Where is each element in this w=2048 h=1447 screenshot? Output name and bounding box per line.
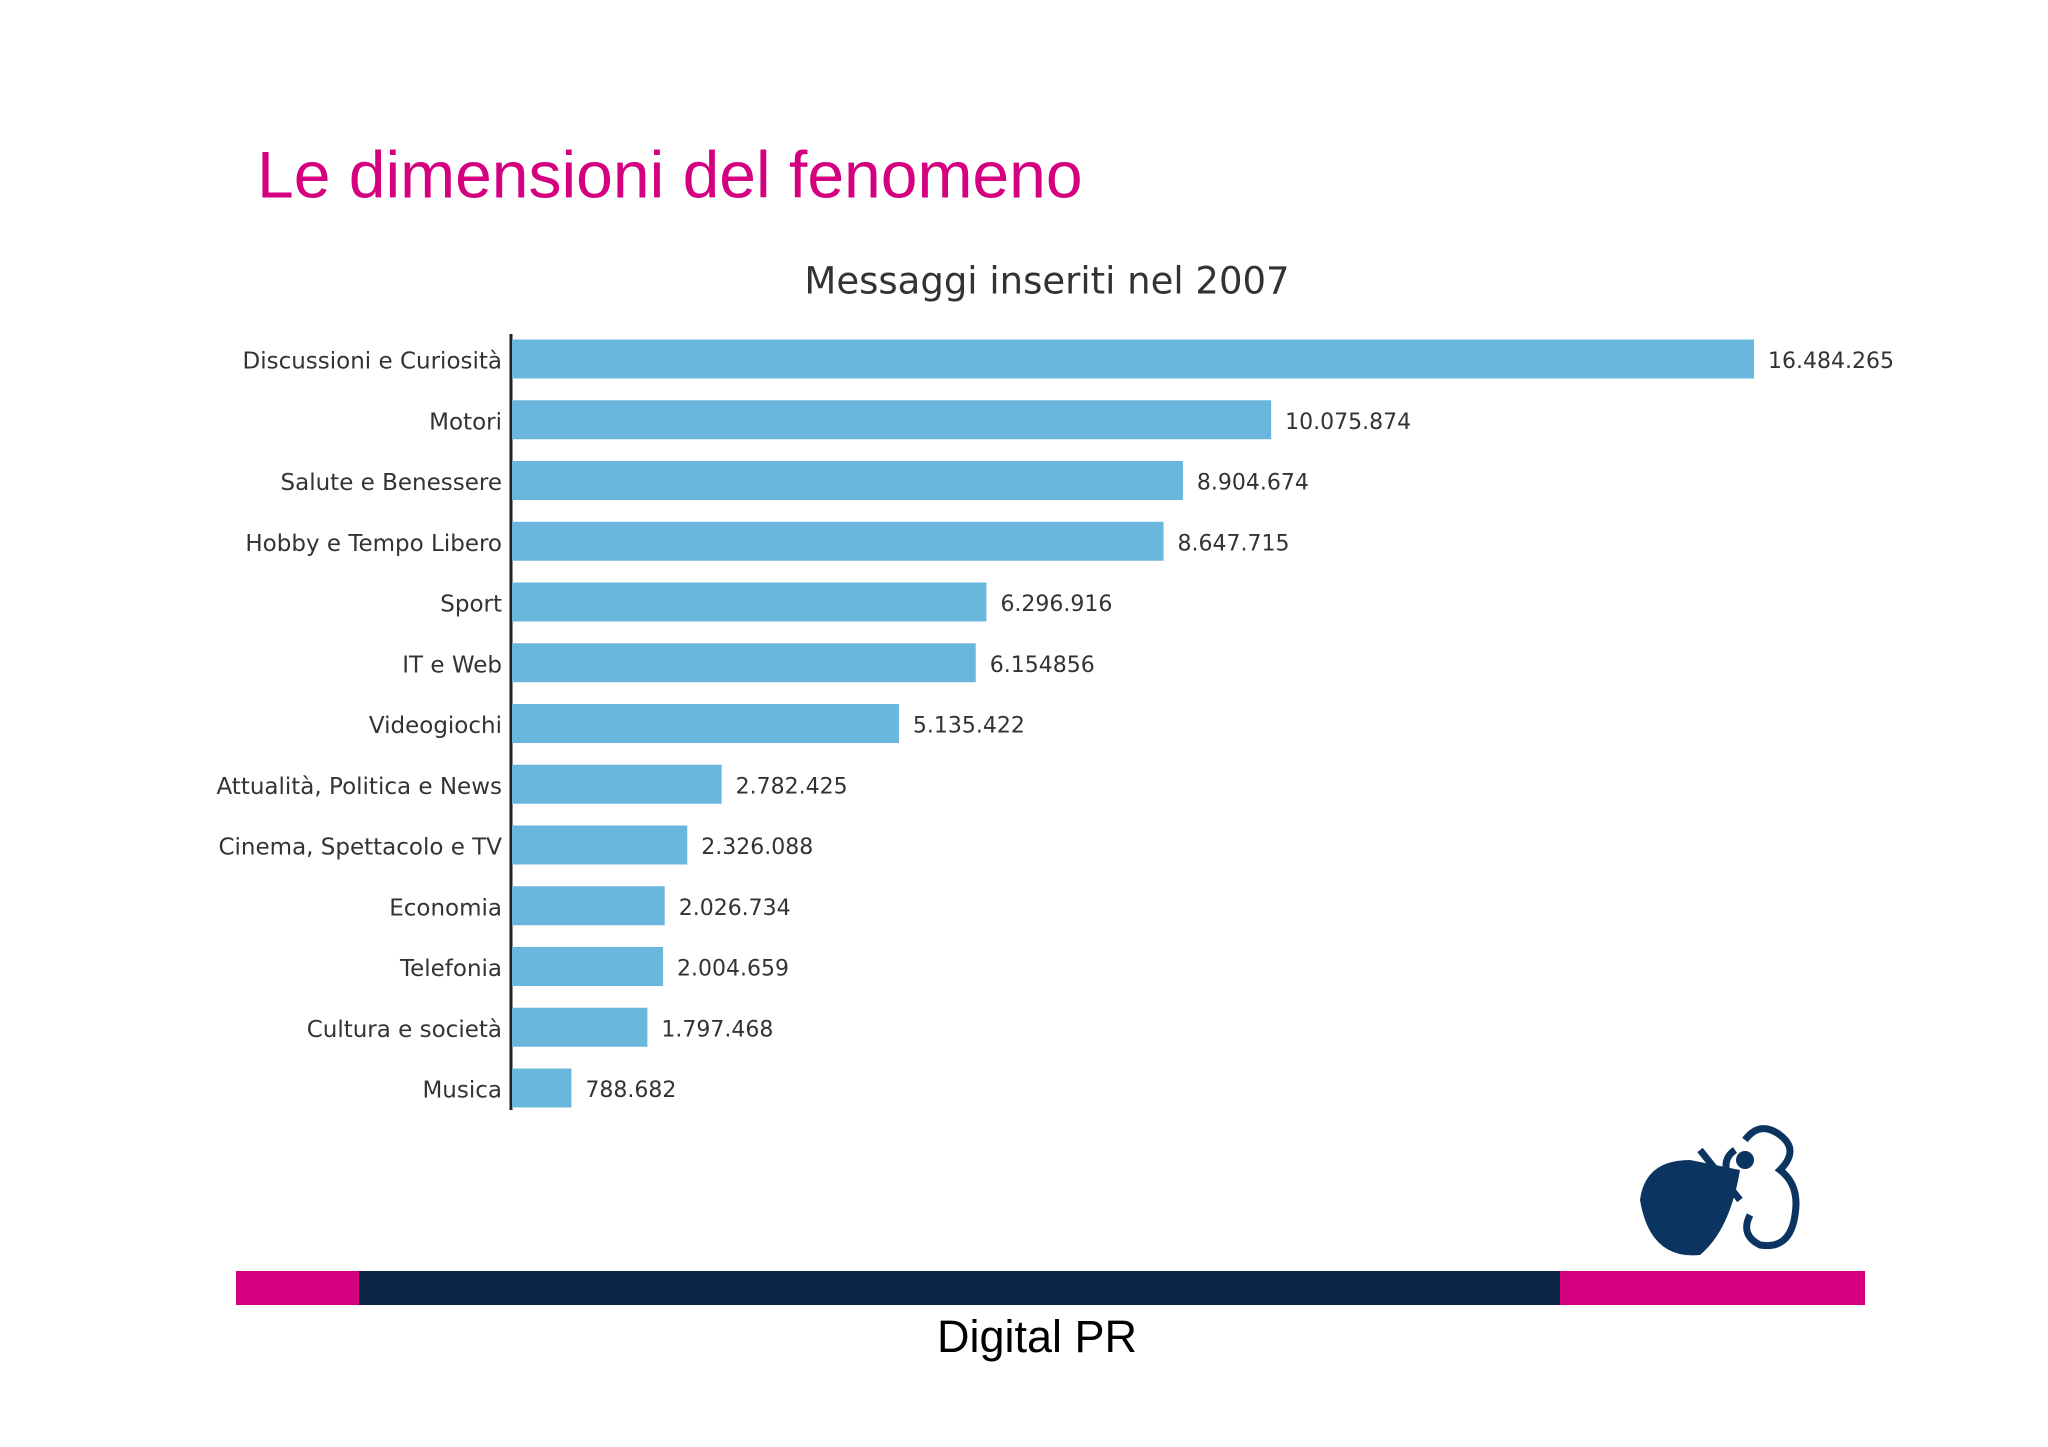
value-label: 16.484.265 (1768, 349, 1894, 374)
band-navy (359, 1271, 1560, 1305)
category-label: Discussioni e Curiosità (242, 349, 502, 375)
bar (512, 643, 976, 683)
category-label: Hobby e Tempo Libero (245, 531, 502, 557)
bar (512, 704, 899, 743)
value-label: 5.135.422 (913, 714, 1025, 739)
logo-figure (1697, 1125, 1800, 1250)
value-label: 788.682 (585, 1078, 676, 1103)
band-pink-left (236, 1271, 359, 1305)
footer-band (236, 1271, 1865, 1305)
value-label: 2.004.659 (677, 957, 789, 982)
band-pink-right (1560, 1271, 1865, 1305)
category-label: Sport (440, 592, 502, 618)
bar (512, 1007, 648, 1047)
chart-title: Messaggi inseriti nel 2007 (804, 260, 1289, 303)
value-label: 2.782.425 (736, 774, 848, 799)
category-label: Telefonia (399, 956, 502, 982)
bar (512, 339, 1754, 379)
bar (512, 521, 1164, 561)
value-label: 10.075.874 (1285, 410, 1411, 435)
value-label: 2.326.088 (701, 835, 813, 860)
value-label: 2.026.734 (679, 896, 791, 921)
footer-text: Digital PR (937, 1311, 1137, 1362)
category-label: Cinema, Spettacolo e TV (218, 835, 502, 861)
category-label: Videogiochi (369, 713, 502, 739)
logo (1640, 1125, 1800, 1256)
bar (512, 1068, 572, 1108)
value-label: 6.154856 (990, 653, 1095, 678)
logo-bowl (1640, 1160, 1740, 1256)
category-label: Salute e Benessere (281, 470, 502, 496)
category-label: Motori (429, 409, 502, 435)
value-label: 6.296.916 (1000, 592, 1112, 617)
bar (512, 886, 665, 926)
category-label: Attualità, Politica e News (216, 774, 502, 800)
slide-title: Le dimensioni del fenomeno (257, 137, 1083, 211)
logo-head (1736, 1151, 1754, 1169)
category-label: IT e Web (402, 652, 502, 678)
bar (512, 582, 987, 622)
bar (512, 825, 688, 865)
value-label: 1.797.468 (661, 1017, 773, 1042)
bar (512, 461, 1183, 500)
bar (512, 947, 664, 986)
category-label: Musica (422, 1078, 502, 1104)
category-label: Economia (389, 895, 502, 921)
bar (512, 400, 1272, 440)
value-label: 8.904.674 (1197, 471, 1309, 496)
value-label: 8.647.715 (1178, 531, 1290, 556)
bar (512, 764, 722, 804)
category-label: Cultura e società (307, 1017, 502, 1043)
